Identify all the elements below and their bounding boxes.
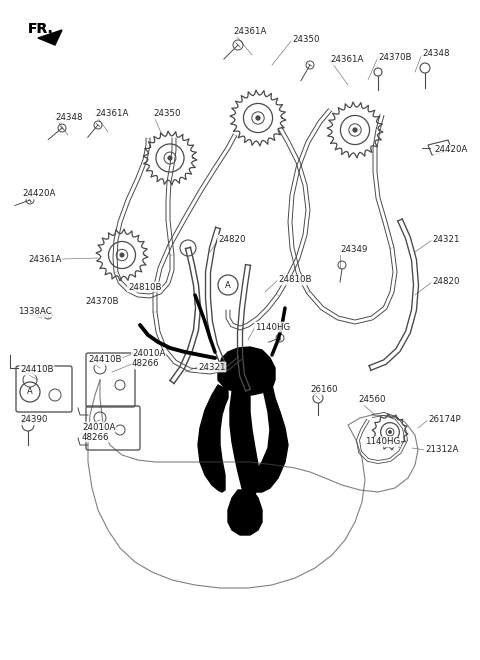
Text: 1140HG: 1140HG <box>365 438 400 447</box>
Polygon shape <box>38 30 62 45</box>
Text: 24010A: 24010A <box>82 422 115 432</box>
Text: 24321: 24321 <box>432 236 459 244</box>
Text: 24410B: 24410B <box>20 366 53 374</box>
Text: 24348: 24348 <box>55 112 83 121</box>
Polygon shape <box>218 347 275 395</box>
Text: 24820: 24820 <box>218 236 245 244</box>
Polygon shape <box>230 372 258 498</box>
Text: 21312A: 21312A <box>425 446 458 455</box>
Text: 24560: 24560 <box>358 395 385 405</box>
Text: 24370B: 24370B <box>378 53 411 61</box>
Text: 24370B: 24370B <box>85 298 119 306</box>
Text: A: A <box>225 280 231 290</box>
Circle shape <box>168 156 172 160</box>
Text: 24420A: 24420A <box>22 189 55 199</box>
Text: 1140HG: 1140HG <box>255 323 290 331</box>
Polygon shape <box>198 385 228 492</box>
Text: 24810B: 24810B <box>278 275 312 284</box>
Text: 24810B: 24810B <box>128 282 161 292</box>
Text: 24349: 24349 <box>340 246 367 255</box>
Text: 1338AC: 1338AC <box>18 308 52 317</box>
Circle shape <box>389 431 391 433</box>
Text: 48266: 48266 <box>82 432 109 442</box>
Text: 24321: 24321 <box>198 362 226 372</box>
Text: 24361A: 24361A <box>95 110 128 119</box>
Text: FR.: FR. <box>28 22 54 36</box>
Text: 24390: 24390 <box>20 416 48 424</box>
Text: A: A <box>27 387 33 397</box>
Polygon shape <box>228 490 262 535</box>
Text: 24820: 24820 <box>432 277 459 286</box>
Text: 24350: 24350 <box>153 110 180 119</box>
Polygon shape <box>250 378 288 492</box>
Text: 24361A: 24361A <box>233 28 266 36</box>
Text: 26174P: 26174P <box>428 416 461 424</box>
Text: 24420A: 24420A <box>434 145 468 154</box>
Text: 24348: 24348 <box>422 50 449 59</box>
Circle shape <box>353 128 357 132</box>
Circle shape <box>256 116 260 120</box>
Text: FR.: FR. <box>28 22 54 36</box>
Text: 24010A: 24010A <box>132 350 166 358</box>
Text: 24361A: 24361A <box>330 55 363 65</box>
Text: 24361A: 24361A <box>28 255 61 265</box>
Text: 48266: 48266 <box>132 360 159 368</box>
Text: 24410B: 24410B <box>88 356 121 364</box>
Text: 24350: 24350 <box>292 36 320 44</box>
Text: 26160: 26160 <box>310 385 337 395</box>
Circle shape <box>120 253 124 257</box>
